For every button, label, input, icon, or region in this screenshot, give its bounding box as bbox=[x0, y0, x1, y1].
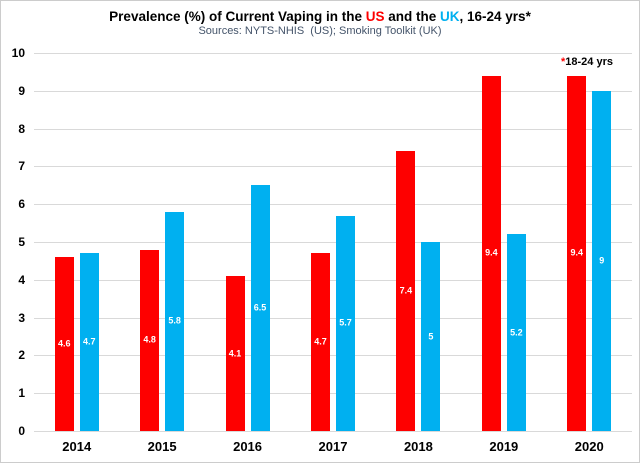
y-axis: 0 1 2 3 4 5 6 7 8 9 10 bbox=[1, 47, 29, 437]
gridline-0 bbox=[34, 431, 632, 432]
bar-us-2015: 4.8 bbox=[140, 249, 160, 431]
footnote-text: 18-24 yrs bbox=[565, 56, 613, 68]
gridline-9 bbox=[34, 90, 632, 92]
gridline-8 bbox=[34, 128, 632, 130]
bar-uk-2017: 5.7 bbox=[336, 215, 355, 431]
x-tick-label-2018: 2018 bbox=[403, 439, 433, 454]
gridline-7 bbox=[34, 166, 632, 168]
gridline-10 bbox=[34, 53, 632, 54]
bar-value-label-uk-2018: 5 bbox=[428, 331, 434, 341]
bar-us-2014: 4.6 bbox=[54, 257, 74, 431]
bar-uk-2018: 5 bbox=[421, 242, 441, 431]
gridline-6 bbox=[34, 204, 632, 206]
bar-uk-2014: 4.7 bbox=[79, 253, 99, 431]
y-tick-label-9: 9 bbox=[18, 83, 25, 98]
bar-us-2020: 9.4 bbox=[567, 75, 587, 431]
x-axis: 2014 2015 2016 2017 2018 2019 2020 bbox=[34, 439, 632, 459]
x-tick-label-2014: 2014 bbox=[62, 439, 92, 454]
chart-title-part3: , 16-24 yrs* bbox=[459, 9, 531, 24]
chart-subtitle: Sources: NYTS-NHIS (US); Smoking Toolkit… bbox=[198, 25, 442, 37]
gridline-2 bbox=[34, 355, 632, 357]
chart-title: Prevalence (%) of Current Vaping in the … bbox=[1, 9, 639, 24]
gridline-4 bbox=[34, 279, 632, 281]
gridline-3 bbox=[34, 317, 632, 319]
y-tick-label-7: 7 bbox=[18, 159, 25, 174]
x-tick-label-2020: 2020 bbox=[574, 439, 604, 454]
y-tick-label-0: 0 bbox=[18, 424, 25, 438]
bar-value-label-us-2015: 4.8 bbox=[143, 334, 156, 345]
bar-uk-2020: 9 bbox=[592, 90, 612, 431]
bar-uk-2016: 6.5 bbox=[250, 185, 270, 431]
x-tick-label-2017: 2017 bbox=[318, 439, 348, 454]
x-tick-label-2015: 2015 bbox=[147, 439, 177, 454]
x-tick-label-2016: 2016 bbox=[233, 439, 263, 454]
bar-value-label-uk-2019: 5.2 bbox=[510, 327, 523, 338]
bar-us-2017: 4.7 bbox=[311, 253, 330, 431]
y-tick-label-4: 4 bbox=[18, 272, 25, 287]
bar-value-label-us-2014: 4.6 bbox=[57, 338, 71, 349]
bar-value-label-uk-2014: 4.7 bbox=[82, 336, 96, 347]
bar-value-label-uk-2015: 5.8 bbox=[168, 315, 181, 326]
bar-us-2018: 7.4 bbox=[396, 151, 416, 431]
footnote-asterisk: * bbox=[561, 56, 566, 68]
y-tick-label-6: 6 bbox=[18, 197, 25, 212]
chart-title-part2: and the bbox=[384, 9, 441, 24]
bar-uk-2019: 5.2 bbox=[506, 234, 526, 431]
bar-value-label-uk-2017: 5.7 bbox=[339, 317, 352, 328]
y-tick-label-5: 5 bbox=[18, 235, 25, 249]
chart-title-part1: Prevalence (%) of Current Vaping in the bbox=[109, 9, 366, 24]
bar-us-2019: 9.4 bbox=[481, 75, 501, 431]
y-tick-label-3: 3 bbox=[18, 310, 25, 325]
chart-title-us: US bbox=[365, 9, 385, 24]
bar-value-label-uk-2020: 9 bbox=[599, 255, 605, 266]
gridline-1 bbox=[34, 393, 632, 395]
footnote-annotation: *18-24 yrs bbox=[561, 56, 613, 68]
bar-value-label-us-2020: 9.4 bbox=[570, 247, 584, 258]
y-tick-label-2: 2 bbox=[18, 348, 25, 363]
x-tick-label-2019: 2019 bbox=[489, 439, 519, 454]
bar-value-label-uk-2016: 6.5 bbox=[253, 302, 267, 313]
y-tick-label-8: 8 bbox=[18, 121, 25, 136]
y-tick-label-1: 1 bbox=[18, 386, 25, 401]
bar-uk-2015: 5.8 bbox=[165, 211, 185, 431]
gridline-5 bbox=[34, 242, 632, 243]
bar-us-2016: 4.1 bbox=[225, 276, 245, 431]
plot-area: 4.6 4.7 4.8 5.8 4.1 6.5 4.7 5.7 7.4 5 9.4 5.2 9.4 9 bbox=[34, 53, 632, 432]
y-tick-label-10: 10 bbox=[11, 46, 25, 60]
chart-title-uk: UK bbox=[440, 9, 460, 24]
bar-value-label-us-2018: 7.4 bbox=[399, 285, 413, 296]
bar-value-label-us-2016: 4.1 bbox=[228, 348, 242, 359]
bar-value-label-us-2017: 4.7 bbox=[314, 336, 327, 347]
bar-value-label-us-2019: 9.4 bbox=[485, 247, 498, 258]
